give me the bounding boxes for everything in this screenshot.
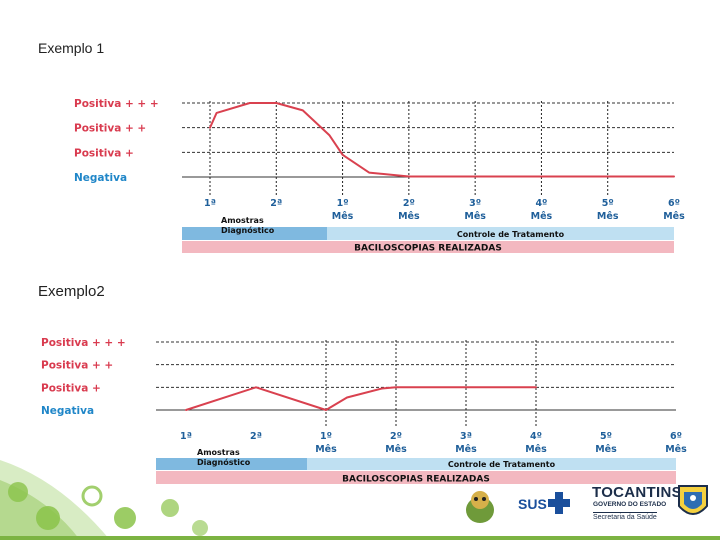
x-tick-sublabel: Mês (332, 211, 354, 222)
sus-cross-icon (548, 492, 570, 514)
x-tick-label: 2º (390, 431, 402, 442)
x-tick-sublabel: Mês (531, 211, 553, 222)
x-tick-label: 1ª (204, 198, 216, 209)
results-label: BACILOSCOPIAS REALIZADAS (342, 475, 490, 485)
result-curve (209, 102, 675, 178)
sus-logo: SUS (518, 496, 547, 512)
x-tick-label: 6º (670, 431, 682, 442)
y-axis-label: Positiva + + + (74, 98, 159, 110)
example2-title: Exemplo2 (38, 283, 105, 300)
government-label: GOVERNO DO ESTADO (593, 501, 667, 508)
syringe-icon (161, 499, 179, 517)
x-tick-label: 1ª (180, 431, 192, 442)
y-axis-label: Negativa (41, 405, 94, 417)
x-tick-sublabel: Mês (315, 444, 337, 455)
treatment-bar (307, 458, 676, 470)
x-tick-label: 6º (668, 198, 680, 209)
tocantins-title: TOCANTINS (592, 484, 682, 501)
x-tick-label: 2ª (270, 198, 282, 209)
y-axis-label: Positiva + + + (41, 337, 126, 349)
x-tick-label: 2ª (250, 431, 262, 442)
x-tick-sublabel: Mês (455, 444, 477, 455)
y-axis-label: Positiva + + (74, 123, 146, 135)
x-tick-label: 5º (600, 431, 612, 442)
x-tick-label: 3ª (460, 431, 472, 442)
y-axis-label: Positiva + (74, 147, 134, 159)
x-tick-sublabel: Mês (525, 444, 547, 455)
leaf-icon (8, 482, 28, 502)
y-axis-label: Positiva + + (41, 360, 113, 372)
x-tick-sublabel: Mês (663, 211, 685, 222)
x-tick-label: 2º (403, 198, 415, 209)
diagnostic-bar (156, 458, 307, 470)
x-tick-sublabel: Mês (464, 211, 486, 222)
treatment-label: Controle de Tratamento (448, 460, 556, 469)
diagnostic-bar (182, 227, 327, 240)
treatment-label: Controle de Tratamento (457, 230, 565, 239)
x-tick-label: 1º (320, 431, 332, 442)
x-tick-sublabel: Mês (595, 444, 617, 455)
x-tick-label: 3º (469, 198, 481, 209)
x-tick-sublabel: Mês (398, 211, 420, 222)
diagnostic-label-line1: Amostras (221, 216, 264, 225)
results-bar (156, 471, 676, 484)
ribbon-icon (36, 506, 60, 530)
search-icon (81, 485, 103, 507)
diagnostic-label-line1: Amostras (197, 448, 240, 457)
secretariat-label: Secretaria da Saúde (593, 512, 657, 521)
x-tick-label: 4º (535, 198, 547, 209)
mascot-icon (466, 491, 494, 523)
x-tick-label: 4º (530, 431, 542, 442)
diagnostic-label-line2: Diagnóstico (197, 457, 251, 467)
footer-decoration (0, 460, 720, 540)
x-tick-sublabel: Mês (597, 211, 619, 222)
result-curve (185, 386, 537, 411)
example2-panel (32, 280, 690, 486)
example1-title: Exemplo 1 (38, 40, 105, 56)
x-tick-label: 5º (602, 198, 614, 209)
results-label: BACILOSCOPIAS REALIZADAS (354, 244, 502, 254)
mosquito-icon (192, 520, 208, 536)
treatment-bar (327, 227, 674, 240)
y-axis-label: Positiva + (41, 382, 101, 394)
diagnostic-label-line2: Diagnóstico (221, 225, 275, 235)
x-tick-label: 1º (337, 198, 349, 209)
y-axis-label: Negativa (74, 172, 127, 184)
example1-panel (32, 36, 684, 258)
x-tick-sublabel: Mês (665, 444, 687, 455)
runner-icon (114, 507, 136, 529)
results-bar (182, 241, 674, 253)
x-tick-sublabel: Mês (385, 444, 407, 455)
coat-of-arms-icon (678, 485, 708, 515)
